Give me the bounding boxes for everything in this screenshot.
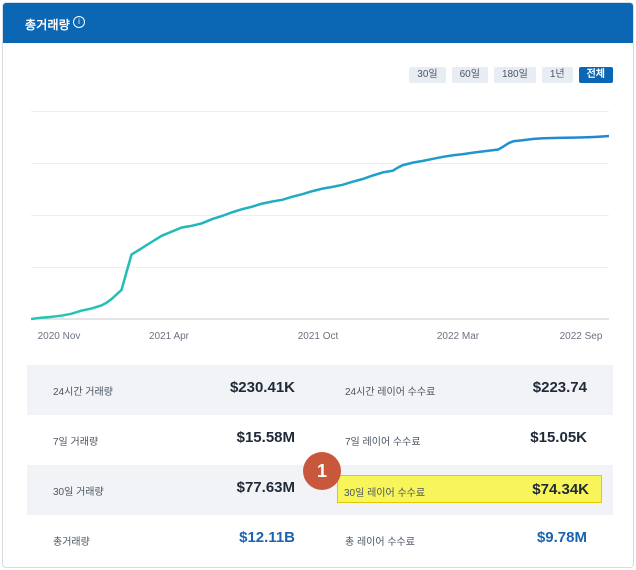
range-button-30d[interactable]: 30일 <box>409 67 446 83</box>
value-7d-volume: $15.58M <box>236 429 295 446</box>
value-total-volume: $12.11B <box>239 529 295 546</box>
info-icon[interactable]: i <box>73 16 85 28</box>
range-button-180d[interactable]: 180일 <box>493 67 536 83</box>
value-total-fee: $9.78M <box>536 529 587 546</box>
card-header: 총거래량 i <box>3 3 633 43</box>
x-tick-label: 2021 Oct <box>298 331 339 342</box>
label-30d-fee: 30일 레이어 수수료 <box>344 488 426 499</box>
card-title: 총거래량 <box>25 18 70 32</box>
value-24h-fee: $223.74 <box>532 379 587 396</box>
label-total-volume: 총거래량 <box>53 537 90 548</box>
series-line <box>31 134 609 321</box>
range-button-60d[interactable]: 60일 <box>451 67 488 83</box>
highlighted-30d-fee: 30일 레이어 수수료 $74.34K <box>337 475 602 503</box>
label-7d-volume: 7일 거래량 <box>53 437 99 448</box>
stats-row-total: 총거래량 $12.11B 총 레이어 수수료 $9.78M <box>27 515 613 565</box>
range-button-all[interactable]: 전체 <box>578 67 613 83</box>
stats-table: 24시간 거래량 $230.41K 24시간 레이어 수수료 $223.74 7… <box>27 365 613 565</box>
x-tick-label: 2022 Mar <box>437 331 480 342</box>
label-30d-volume: 30일 거래량 <box>53 487 104 498</box>
x-tick-label: 2020 Nov <box>38 331 81 342</box>
label-total-fee: 총 레이어 수수료 <box>345 537 415 548</box>
value-30d-fee: $74.34K <box>532 481 589 498</box>
value-7d-fee: $15.05K <box>530 429 587 446</box>
x-tick-label: 2021 Apr <box>149 331 190 342</box>
value-30d-volume: $77.63M <box>236 479 295 496</box>
label-24h-fee: 24시간 레이어 수수료 <box>345 387 436 398</box>
stats-row-7d: 7일 거래량 $15.58M 7일 레이어 수수료 $15.05K <box>27 415 613 465</box>
value-24h-volume: $230.41K <box>229 379 295 396</box>
label-7d-fee: 7일 레이어 수수료 <box>345 437 421 448</box>
range-button-1y[interactable]: 1년 <box>541 67 573 83</box>
stats-row-24h: 24시간 거래량 $230.41K 24시간 레이어 수수료 $223.74 <box>27 365 613 415</box>
x-tick-label: 2022 Sep <box>560 331 603 342</box>
annotation-marker: 1 <box>303 452 341 490</box>
label-24h-volume: 24시간 거래량 <box>53 387 113 398</box>
time-range-selector: 30일 60일 180일 1년 전체 <box>409 67 613 83</box>
volume-chart: 2020 Nov 2021 Apr 2021 Oct 2022 Mar 2022 Sep <box>31 111 609 342</box>
